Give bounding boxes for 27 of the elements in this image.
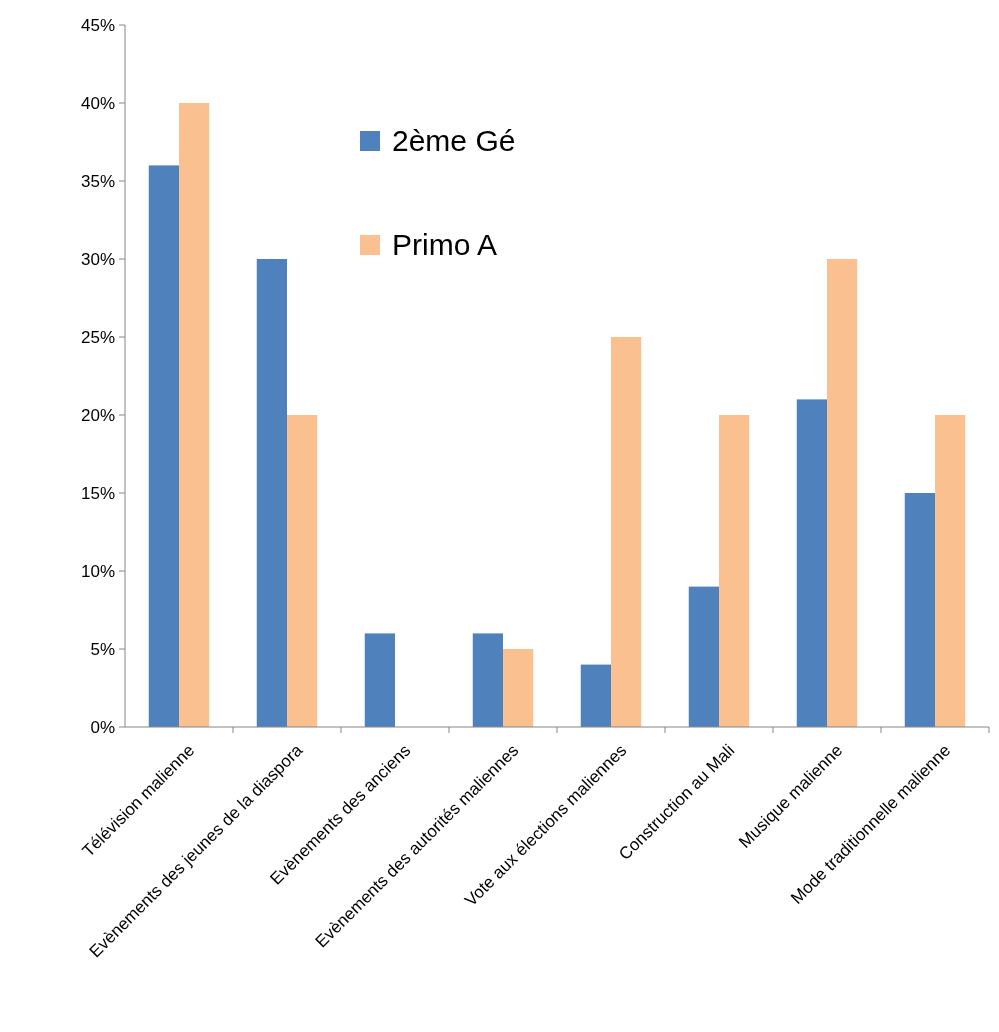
bar	[796, 399, 827, 727]
bar	[827, 259, 858, 727]
y-tick-label: 40%	[80, 93, 115, 113]
legend-label: Primo A	[392, 227, 498, 261]
bar	[580, 664, 611, 727]
bar	[904, 493, 935, 727]
y-tick-label: 45%	[80, 15, 115, 35]
y-tick-label: 25%	[80, 327, 115, 347]
bar	[935, 415, 966, 727]
bar	[256, 259, 287, 727]
bar	[148, 165, 179, 727]
y-tick-label: 10%	[80, 561, 115, 581]
bar	[364, 633, 395, 727]
bar	[611, 337, 642, 727]
y-tick-label: 15%	[80, 483, 115, 503]
bar	[719, 415, 750, 727]
y-tick-label: 5%	[90, 639, 115, 659]
bar	[503, 649, 534, 727]
y-tick-label: 0%	[90, 717, 115, 737]
legend-label: 2ème Gé	[392, 123, 516, 157]
y-tick-label: 20%	[80, 405, 115, 425]
bar	[472, 633, 503, 727]
y-tick-label: 35%	[80, 171, 115, 191]
bar	[287, 415, 318, 727]
bar	[179, 103, 210, 727]
bar	[688, 586, 719, 727]
y-tick-label: 30%	[80, 249, 115, 269]
